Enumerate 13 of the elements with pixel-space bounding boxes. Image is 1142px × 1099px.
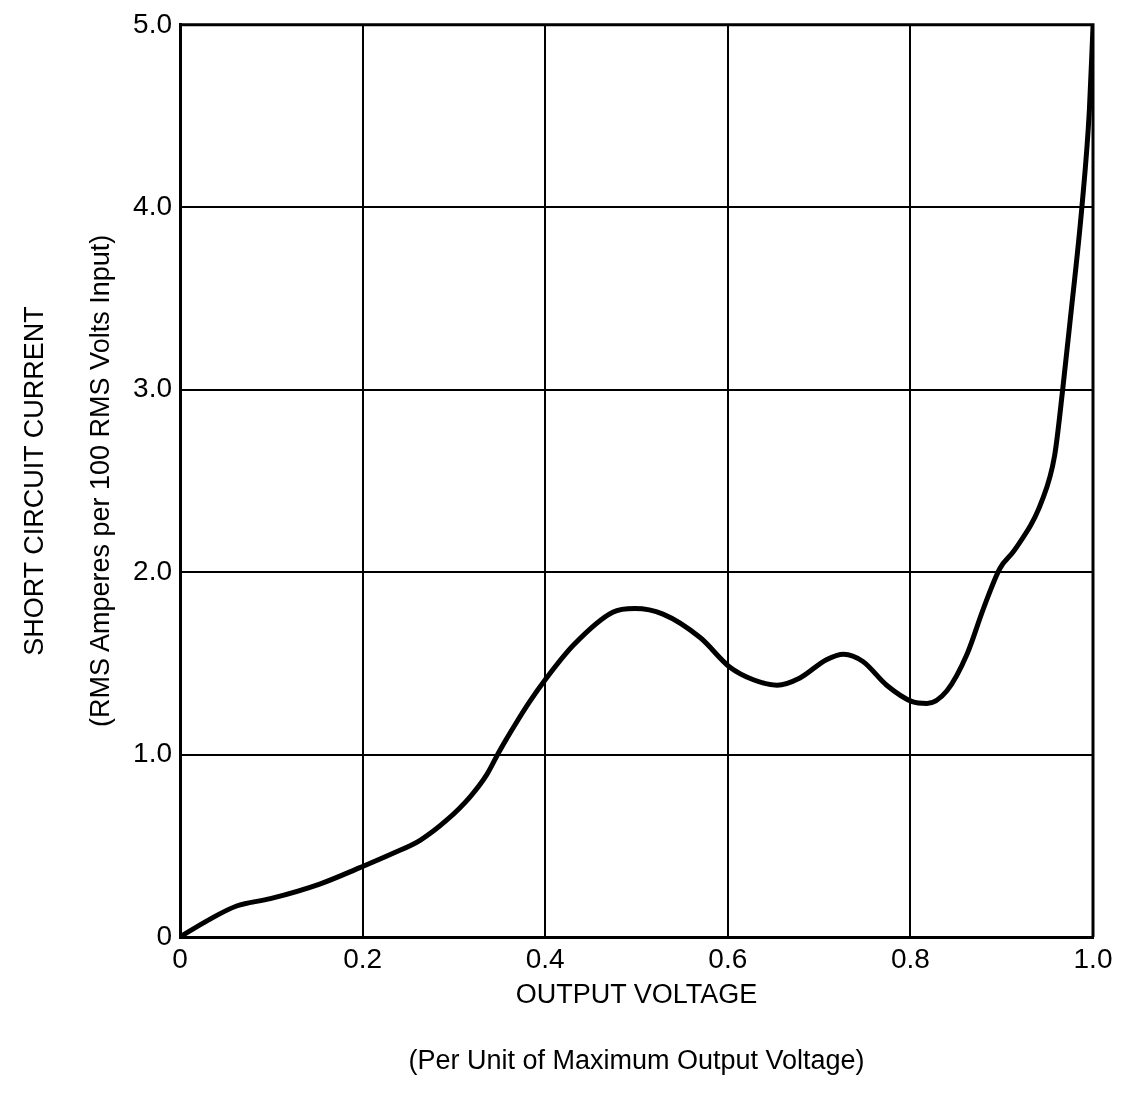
x-tick-label: 0.2 (343, 942, 383, 974)
text: SHORT CIRCUIT CURRENT (RMS Amperes per 100 RMS Volts Input) (18, 234, 115, 727)
y-tick-label: 1.0 (133, 737, 172, 769)
y-tick-label: 5.0 (133, 7, 172, 39)
x-tick-label: 0.6 (708, 942, 748, 974)
x-tick-label: 0.4 (525, 942, 565, 974)
x-tick-label: 0.8 (890, 942, 930, 974)
y-tick-label: 4.0 (133, 189, 172, 221)
y-tick-label: 3.0 (133, 372, 172, 404)
text: OUTPUT VOLTAGE (Per Unit of Maximum Output Voltage) (408, 979, 865, 1076)
y-tick-label: 0 (156, 919, 172, 951)
y-tick-label: 2.0 (133, 554, 172, 586)
x-tick-label: 1.0 (1073, 942, 1113, 974)
